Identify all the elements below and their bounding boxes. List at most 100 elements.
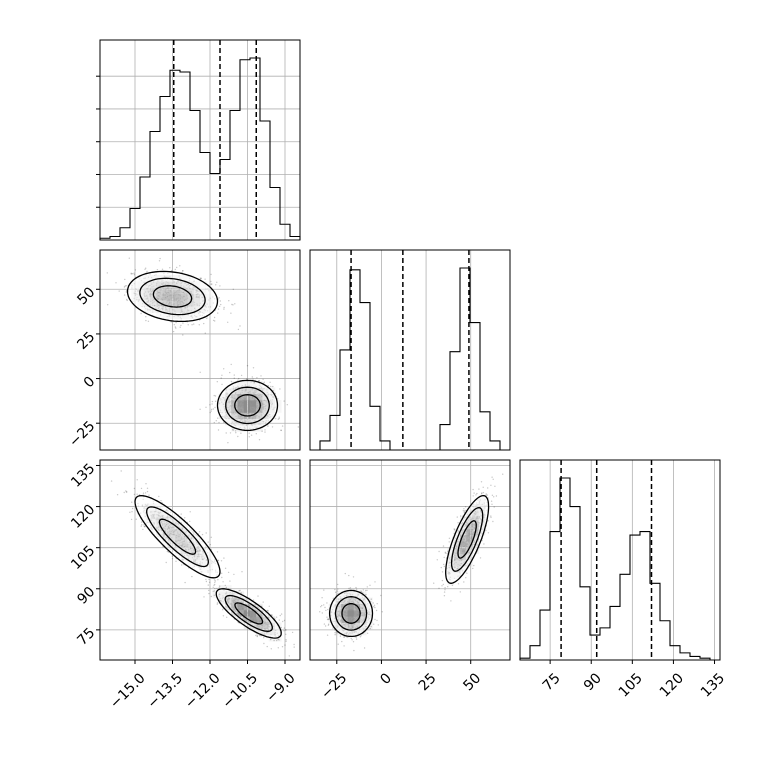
sample-point xyxy=(212,586,214,588)
sample-point xyxy=(352,641,355,643)
sample-point xyxy=(212,408,214,410)
sample-point xyxy=(275,418,277,420)
sample-point xyxy=(293,646,295,648)
sample-point xyxy=(466,572,468,574)
sample-point xyxy=(240,374,243,377)
sample-point xyxy=(492,478,494,480)
sample-point xyxy=(360,591,363,593)
tick-label-y-p1-2: 25 xyxy=(74,329,98,353)
tick-label-y-p2-2: 105 xyxy=(68,543,98,573)
sample-point xyxy=(131,273,134,275)
sample-point xyxy=(483,543,485,545)
sample-point xyxy=(205,580,208,583)
contour-p0-p2-mode1-level0 xyxy=(215,588,282,639)
sample-point xyxy=(216,603,218,605)
sample-point xyxy=(283,630,285,632)
sample-point xyxy=(285,640,287,642)
sample-point xyxy=(438,550,440,553)
sample-point xyxy=(214,400,217,402)
sample-point xyxy=(124,285,126,287)
sample-point xyxy=(444,587,446,589)
sample-point xyxy=(263,381,265,383)
sample-point xyxy=(349,587,352,589)
sample-point xyxy=(200,277,202,279)
sample-point xyxy=(282,620,284,623)
sample-point xyxy=(213,594,215,596)
sample-point xyxy=(223,368,225,370)
sample-point xyxy=(485,529,487,532)
sample-point xyxy=(205,406,207,408)
sample-point xyxy=(365,589,367,592)
sample-point xyxy=(227,571,230,574)
sample-point xyxy=(487,520,489,522)
sample-point xyxy=(277,638,279,641)
sample-point xyxy=(326,616,328,618)
sample-point xyxy=(133,493,136,496)
sample-point xyxy=(457,522,459,524)
sample-point xyxy=(283,619,286,622)
tick-label-x-p2-4: 135 xyxy=(698,670,728,700)
sample-point xyxy=(223,557,225,559)
sample-point xyxy=(255,634,257,637)
sample-point xyxy=(255,433,257,435)
sample-point xyxy=(360,590,362,592)
sample-point xyxy=(475,494,477,496)
sample-point xyxy=(166,550,169,553)
sample-point xyxy=(141,521,143,523)
sample-point xyxy=(334,588,336,591)
sample-point xyxy=(182,322,184,324)
sample-point xyxy=(248,436,250,438)
sample-point xyxy=(276,639,278,642)
sample-point xyxy=(198,531,201,533)
sample-point xyxy=(278,639,280,641)
sample-point xyxy=(264,429,266,431)
sample-point xyxy=(336,590,339,592)
sample-point xyxy=(208,581,211,583)
sample-point xyxy=(350,637,352,640)
sample-point xyxy=(145,319,147,322)
sample-point xyxy=(210,595,212,598)
sample-point xyxy=(256,635,259,637)
contour-p0-p2-mode0-level0 xyxy=(134,494,221,579)
sample-point xyxy=(235,432,237,434)
sample-point xyxy=(362,592,364,594)
sample-point xyxy=(165,561,167,564)
sample-point xyxy=(370,598,372,600)
sample-point xyxy=(222,609,224,611)
sample-point xyxy=(237,435,239,438)
sample-point xyxy=(211,400,214,403)
sample-point xyxy=(217,560,219,562)
sample-point xyxy=(268,605,270,607)
sample-point xyxy=(328,623,330,625)
sample-point xyxy=(189,511,191,513)
sample-point xyxy=(219,300,221,302)
sample-point xyxy=(239,325,241,327)
sample-point xyxy=(323,589,325,591)
sample-point xyxy=(221,383,223,386)
sample-point xyxy=(366,586,368,588)
sample-point xyxy=(216,281,218,283)
sample-point xyxy=(473,492,475,494)
sample-point xyxy=(120,470,122,472)
sample-point xyxy=(231,303,233,306)
sample-point xyxy=(291,631,294,634)
sample-point xyxy=(210,410,212,412)
sample-point xyxy=(256,377,258,379)
sample-point xyxy=(209,411,211,414)
tick-label-y-p2-0: 75 xyxy=(74,625,98,649)
sample-point xyxy=(485,494,487,496)
sample-point xyxy=(238,377,240,380)
sample-point xyxy=(359,636,362,638)
contour-p1-p2-mode0-level2 xyxy=(341,602,361,624)
sample-point xyxy=(495,495,498,497)
sample-point xyxy=(214,587,216,590)
tick-label-x-p0-3: −10.5 xyxy=(219,670,261,712)
sample-point xyxy=(297,426,299,428)
sample-point xyxy=(337,643,339,645)
sample-point xyxy=(123,491,125,494)
sample-point xyxy=(334,634,336,636)
sample-point xyxy=(221,572,223,574)
sample-point xyxy=(230,363,232,366)
sample-point xyxy=(140,312,142,315)
sample-point xyxy=(145,316,147,318)
